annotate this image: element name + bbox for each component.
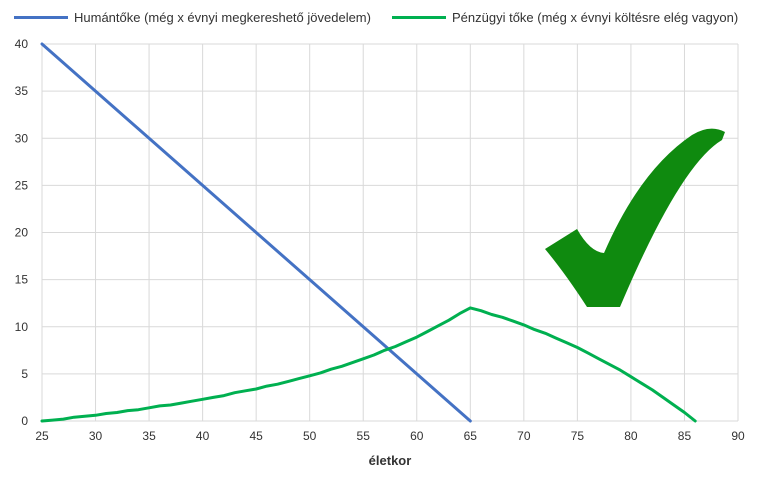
y-tick-label: 15 [15, 273, 29, 287]
x-tick-label: 90 [731, 429, 745, 443]
legend-item-human-capital: Humántőke (még x évnyi megkereshető jöve… [14, 10, 371, 25]
x-tick-label: 85 [678, 429, 692, 443]
legend-swatch-financial-capital [392, 16, 446, 19]
legend-swatch-human-capital [14, 16, 68, 19]
legend-item-financial-capital: Pénzügyi tőke (még x évnyi költésre elég… [392, 10, 738, 25]
series-group [40, 42, 697, 423]
series-line-human-capital [40, 42, 472, 423]
y-tick-label: 30 [15, 131, 29, 145]
y-tick-label: 0 [21, 414, 28, 428]
x-tick-label: 30 [89, 429, 103, 443]
green-checkmark-icon [545, 128, 725, 307]
x-axis-label: életkor [369, 453, 412, 468]
y-tick-label: 10 [15, 320, 29, 334]
x-tick-label: 45 [249, 429, 263, 443]
series-line-financial-capital [40, 306, 697, 423]
legend: Humántőke (még x évnyi megkereshető jöve… [0, 10, 768, 34]
y-tick-label: 40 [15, 37, 29, 51]
legend-label-financial-capital: Pénzügyi tőke (még x évnyi költésre elég… [452, 10, 739, 25]
x-tick-label: 35 [142, 429, 156, 443]
x-tick-label: 40 [196, 429, 210, 443]
x-tick-label: 60 [410, 429, 424, 443]
axes: 25 30 35 40 45 50 55 60 65 70 75 80 85 90 0 5 10 15 20 25 30… [15, 37, 745, 443]
x-tick-label: 80 [624, 429, 638, 443]
x-tick-label: 55 [357, 429, 371, 443]
y-tick-label: 25 [15, 178, 29, 192]
x-tick-label: 75 [571, 429, 585, 443]
x-tick-label: 70 [517, 429, 531, 443]
x-tick-label: 65 [464, 429, 478, 443]
y-tick-label: 35 [15, 84, 29, 98]
x-tick-label: 25 [35, 429, 49, 443]
y-tick-label: 20 [15, 226, 29, 240]
x-tick-label: 50 [303, 429, 317, 443]
legend-label-human-capital: Humántőke (még x évnyi megkereshető jöve… [74, 10, 371, 25]
y-tick-label: 5 [21, 367, 28, 381]
